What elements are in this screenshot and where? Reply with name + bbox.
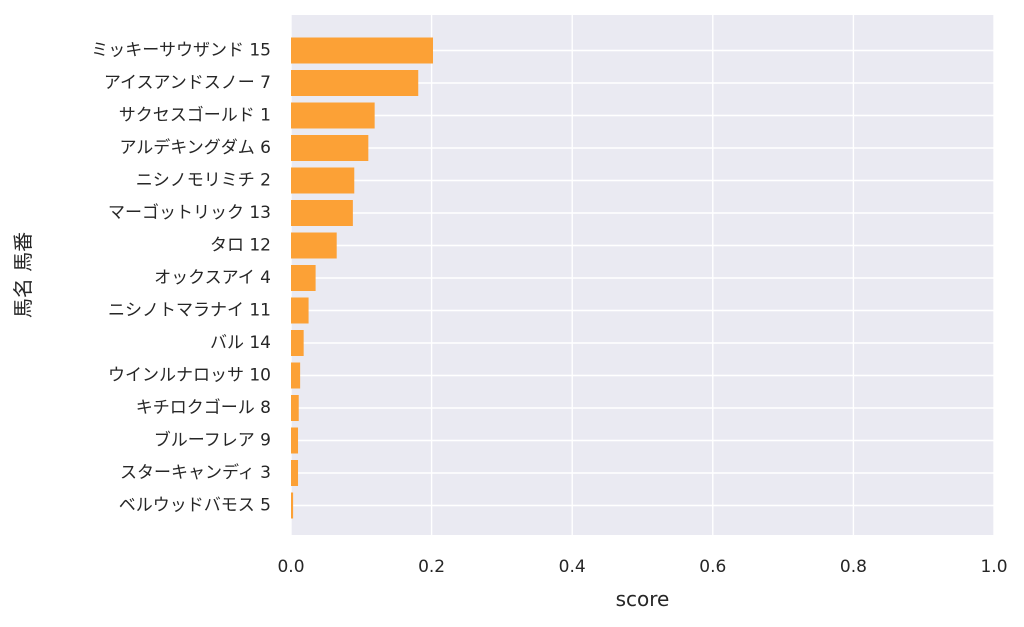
plot-background	[291, 15, 994, 535]
bar	[291, 395, 299, 421]
x-tick-label: 0.4	[559, 557, 586, 577]
y-tick-label: バル 14	[210, 333, 271, 353]
bar	[291, 135, 369, 161]
x-tick-label: 0.8	[840, 557, 867, 577]
bar	[291, 265, 316, 291]
bar	[291, 427, 299, 454]
bar	[291, 102, 375, 129]
y-tick-label: オックスアイ 4	[154, 268, 271, 288]
bar	[291, 37, 434, 64]
y-tick-label: タロ 12	[210, 236, 271, 256]
x-tick-label: 0.6	[699, 557, 726, 577]
y-tick-label: アイスアンドスノー 7	[104, 73, 271, 93]
y-axis-label: 馬名 馬番	[11, 232, 35, 318]
y-tick-labels: ミッキーサウザンド 15 アイスアンドスノー 7 サクセスゴールド 1 アルデキングダ…	[91, 41, 271, 516]
bar	[291, 330, 304, 356]
y-tick-label: ニシノモリミチ 2	[136, 171, 271, 191]
x-tick-label: 0.0	[277, 557, 304, 577]
x-axis-label: score	[616, 587, 670, 611]
y-tick-label: キチロクゴール 8	[136, 397, 271, 418]
y-tick-label: ベルウッドバモス 5	[119, 496, 271, 516]
bar	[291, 492, 294, 519]
x-tick-label: 0.2	[418, 557, 445, 577]
bar	[291, 70, 419, 96]
bar	[291, 297, 309, 324]
x-tick-labels: 0.0 0.2 0.4 0.6 0.8 1.0	[277, 557, 1007, 577]
y-tick-label: アルデキングダム 6	[119, 137, 271, 158]
bar	[291, 167, 355, 194]
bar	[291, 200, 353, 226]
bar	[291, 362, 301, 389]
y-tick-label: ウインルナロッサ 10	[108, 366, 271, 386]
y-tick-label: ブルーフレア 9	[154, 430, 271, 451]
bar	[291, 232, 337, 259]
y-tick-label: マーゴットリック 13	[108, 202, 271, 223]
bar	[291, 460, 299, 486]
x-tick-label: 1.0	[980, 557, 1007, 577]
y-tick-label: スターキャンディ 3	[120, 462, 271, 483]
y-tick-label: サクセスゴールド 1	[119, 105, 271, 126]
bars	[291, 37, 434, 519]
y-tick-label: ミッキーサウザンド 15	[91, 41, 271, 61]
y-tick-label: ニシノトマラナイ 11	[108, 301, 271, 321]
